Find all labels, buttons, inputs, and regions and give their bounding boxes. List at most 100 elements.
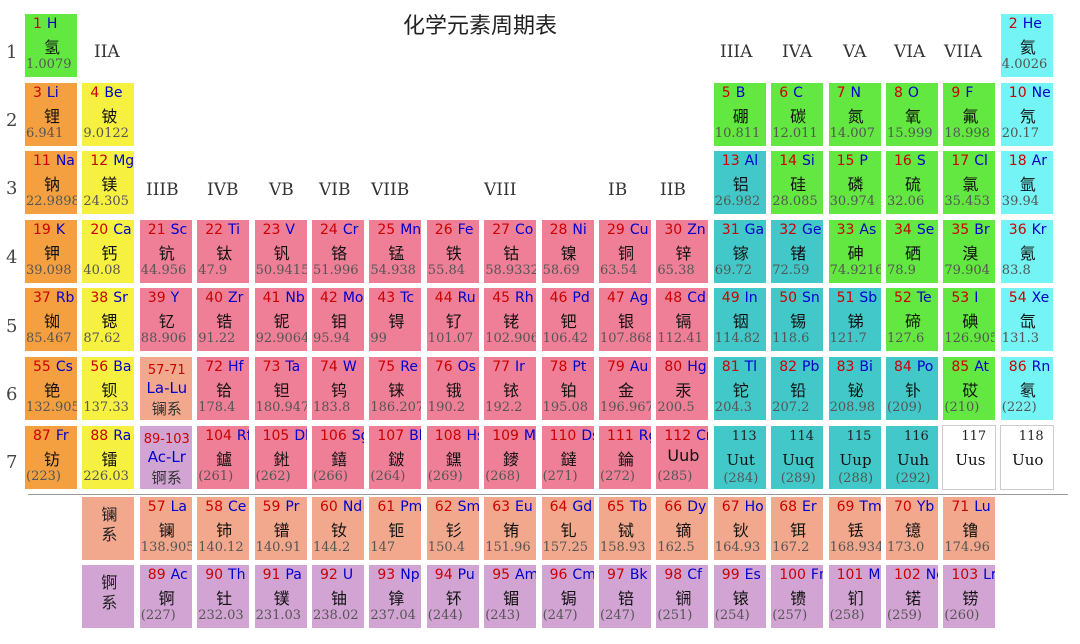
element-cell[interactable]: 54 Xe 氙 131.3 — [999, 287, 1054, 353]
element-cell[interactable]: 8 O 氧 15.999 — [885, 81, 939, 147]
element-cell[interactable]: 2 He 氦 4.0026 — [999, 13, 1054, 78]
element-cell[interactable]: 6 C 碳 12.011 — [770, 81, 825, 147]
element-cell[interactable]: 25 Mn 锰 54.938 — [368, 218, 423, 284]
element-cell[interactable]: 74 W 钨 183.8 — [311, 356, 365, 421]
element-cell[interactable]: 113 Uut (284) — [712, 424, 767, 490]
element-cell[interactable]: 85 At 砹 (210) — [942, 356, 997, 421]
element-cell[interactable]: 95 Am 镅 (243) — [483, 564, 538, 629]
element-cell[interactable]: 99 Es 锿 (254) — [712, 564, 767, 629]
element-cell[interactable]: 112CnUub (285) — [655, 424, 710, 490]
element-cell[interactable]: 39 Y 钇 88.906 — [138, 287, 193, 353]
element-cell[interactable]: 49 In 铟 114.82 — [712, 287, 767, 353]
element-cell[interactable]: 104 Rf 鑪 (261) — [196, 424, 251, 490]
element-cell[interactable]: 32 Ge 锗 72.59 — [770, 218, 825, 284]
element-cell[interactable]: 23 V 钒 50.9415 — [253, 218, 308, 284]
element-cell[interactable]: 37 Rb 铷 85.467 — [24, 287, 78, 353]
element-cell[interactable]: 84 Po 钋 (209) — [885, 356, 939, 421]
element-cell[interactable]: 82 Pb 铅 207.2 — [770, 356, 825, 421]
element-cell[interactable]: 98 Cf 锎 (251) — [655, 564, 710, 629]
element-cell[interactable]: 101Md钔(258) — [827, 564, 882, 629]
element-cell[interactable]: 90 Th 钍 232.03 — [196, 564, 251, 629]
element-cell[interactable]: 60 Nd 钕 144.2 — [311, 496, 365, 561]
element-cell[interactable]: 117 Uus — [942, 424, 997, 490]
element-cell[interactable]: 38 Sr 锶 87.62 — [81, 287, 136, 353]
element-cell[interactable]: 10 Ne 氖 20.17 — [999, 81, 1054, 147]
element-cell[interactable]: 102No锘(259) — [885, 564, 939, 629]
element-cell[interactable]: 17 Cl 氯 35.453 — [942, 150, 997, 216]
element-cell[interactable]: 21 Sc 钪 44.956 — [138, 218, 193, 284]
element-cell[interactable]: 79 Au 金 196.967 — [598, 356, 652, 421]
element-cell[interactable]: 35 Br 溴 79.904 — [942, 218, 997, 284]
element-cell[interactable]: 107Bh𨨏(264) — [368, 424, 423, 490]
element-cell[interactable]: 36 Kr 氪 83.8 — [999, 218, 1054, 284]
element-cell[interactable]: 61 Pm 钷 147 — [368, 496, 423, 561]
element-cell[interactable]: 50 Sn 锡 118.6 — [770, 287, 825, 353]
element-cell[interactable]: 41 Nb 铌 92.9064 — [253, 287, 308, 353]
element-cell[interactable]: 73 Ta 钽 180.947 — [253, 356, 308, 421]
element-cell[interactable]: 89 Ac 锕 (227) — [138, 564, 193, 629]
element-cell[interactable]: 114 Uuq (289) — [770, 424, 825, 490]
element-cell[interactable]: 1 H 氢 1.0079 — [24, 13, 78, 78]
element-cell[interactable]: 100Fm镄(257) — [770, 564, 825, 629]
element-cell[interactable]: 42 Mo 钼 95.94 — [311, 287, 365, 353]
element-cell[interactable]: 70 Yb 镱 173.0 — [885, 496, 939, 561]
element-cell[interactable]: 51 Sb 锑 121.7 — [827, 287, 882, 353]
element-cell[interactable]: 46 Pd 钯 106.42 — [540, 287, 595, 353]
element-cell[interactable]: 64 Gd 钆 157.25 — [540, 496, 595, 561]
element-cell[interactable]: 22 Ti 钛 47.9 — [196, 218, 251, 284]
element-cell[interactable]: 96 Cm 锔 (247) — [540, 564, 595, 629]
element-cell[interactable]: 78 Pt 铂 195.08 — [540, 356, 595, 421]
element-cell[interactable]: 33 As 砷 74.9216 — [827, 218, 882, 284]
element-cell[interactable]: 48 Cd 镉 112.41 — [655, 287, 710, 353]
element-cell[interactable]: 63 Eu 铕 151.96 — [483, 496, 538, 561]
element-cell[interactable]: 115 Uup (288) — [827, 424, 882, 490]
element-cell[interactable]: 57 La 镧 138.905 — [138, 496, 193, 561]
element-cell[interactable]: 12 Mg 镁 24.305 — [81, 150, 136, 216]
element-cell[interactable]: 72 Hf 铪 178.4 — [196, 356, 251, 421]
element-cell[interactable]: 28 Ni 镍 58.69 — [540, 218, 595, 284]
element-cell[interactable]: 62 Sm 钐 150.4 — [425, 496, 480, 561]
element-cell[interactable]: 65 Tb 铽 158.93 — [598, 496, 652, 561]
element-cell[interactable]: 7 N 氮 14.007 — [827, 81, 882, 147]
element-cell[interactable]: 18 Ar 氩 39.94 — [999, 150, 1054, 216]
element-cell[interactable]: 31 Ga 镓 69.72 — [712, 218, 767, 284]
element-cell[interactable]: 83 Bi 铋 208.98 — [827, 356, 882, 421]
element-cell[interactable]: 108Hs𨭆(269) — [425, 424, 480, 490]
element-cell[interactable]: 75 Re 铼 186.207 — [368, 356, 423, 421]
element-cell[interactable]: 43 Tc 锝 99 — [368, 287, 423, 353]
element-cell[interactable]: 19 K 钾 39.098 — [24, 218, 78, 284]
element-cell[interactable]: 67 Ho 钬 164.93 — [712, 496, 767, 561]
element-cell[interactable]: 29 Cu 铜 63.54 — [598, 218, 652, 284]
element-cell[interactable]: 4 Be 铍 9.0122 — [81, 81, 136, 147]
element-cell[interactable]: 110Ds鐽(271) — [540, 424, 595, 490]
element-cell[interactable]: 24 Cr 铬 51.996 — [311, 218, 365, 284]
element-cell[interactable]: 44 Ru 钌 101.07 — [425, 287, 480, 353]
element-cell[interactable]: 9 F 氟 18.998 — [942, 81, 997, 147]
element-cell[interactable]: 11 Na 钠 22.9898 — [24, 150, 78, 216]
element-cell[interactable]: 59 Pr 镨 140.91 — [253, 496, 308, 561]
element-cell[interactable]: 116 Uuh (292) — [885, 424, 939, 490]
element-cell[interactable]: 86 Rn 氡 (222) — [999, 356, 1054, 421]
element-cell[interactable]: 76 Os 锇 190.2 — [425, 356, 480, 421]
element-cell[interactable]: 30 Zn 锌 65.38 — [655, 218, 710, 284]
element-cell[interactable]: 93 Np 镎 237.04 — [368, 564, 423, 629]
element-cell[interactable]: 77 Ir 铱 192.2 — [483, 356, 538, 421]
element-cell[interactable]: 103 Lr 铹 (260) — [942, 564, 997, 629]
element-cell[interactable]: 16 S 硫 32.06 — [885, 150, 939, 216]
element-cell[interactable]: 68 Er 铒 167.2 — [770, 496, 825, 561]
element-cell[interactable]: 15 P 磷 30.974 — [827, 150, 882, 216]
element-cell[interactable]: 71 Lu 镥 174.96 — [942, 496, 997, 561]
element-cell[interactable]: 45 Rh 铑 102.906 — [483, 287, 538, 353]
element-cell[interactable]: 91 Pa 镤 231.03 — [253, 564, 308, 629]
element-cell[interactable]: 13 Al 铝 26.982 — [712, 150, 767, 216]
element-cell[interactable]: 53 I 碘 126.905 — [942, 287, 997, 353]
element-cell[interactable]: 56 Ba 钡 137.33 — [81, 356, 136, 421]
element-cell[interactable]: 58 Ce 铈 140.12 — [196, 496, 251, 561]
element-cell[interactable]: 34 Se 硒 78.9 — [885, 218, 939, 284]
element-cell[interactable]: 26 Fe 铁 55.84 — [425, 218, 480, 284]
element-cell[interactable]: 111Rg錀(272) — [598, 424, 652, 490]
element-cell[interactable]: 40 Zr 锆 91.22 — [196, 287, 251, 353]
element-cell[interactable]: 105Db𨧀(262) — [253, 424, 308, 490]
element-cell[interactable]: 80 Hg 汞 200.5 — [655, 356, 710, 421]
element-cell[interactable]: 87 Fr 钫 (223) — [24, 424, 78, 490]
